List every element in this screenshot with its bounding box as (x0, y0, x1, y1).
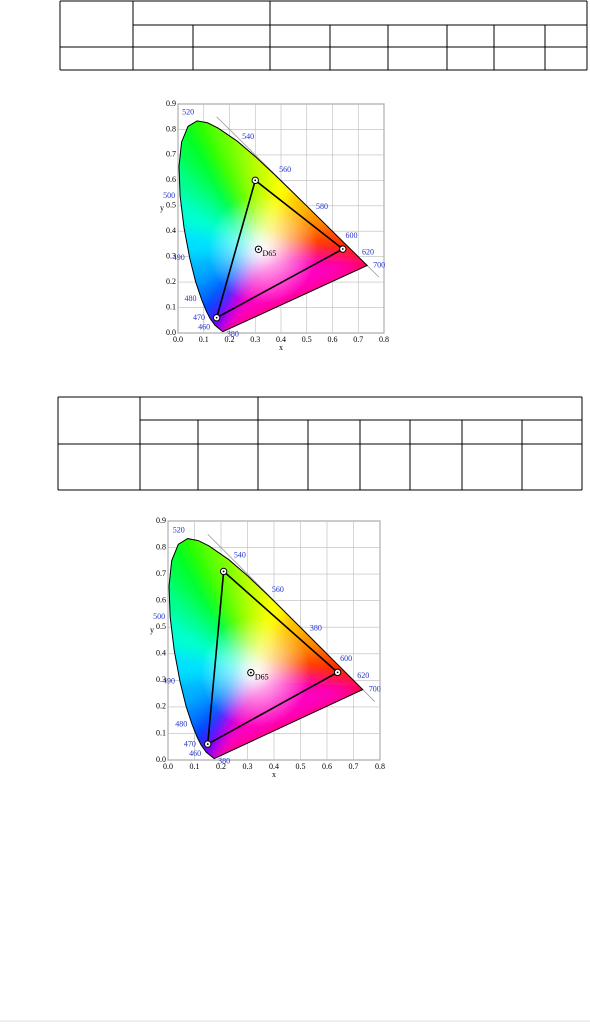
wavelength-label: 480 (175, 720, 187, 729)
chromaticity-diagram: 0.0 0.1 0.2 0.3 0.4 0.5 0.6 0.7 0.8 0.0 0.1 0.2 0.3 0… (160, 99, 389, 352)
x-tick-label: 0.6 (322, 762, 332, 771)
wavelength-label: 540 (242, 132, 254, 141)
wavelength-label: 470 (184, 739, 196, 748)
x-tick-label: 0.0 (163, 762, 173, 771)
y-tick-label: 0.4 (166, 226, 176, 235)
y-tick-label: 0.5 (166, 201, 176, 210)
y-tick-label: 0.0 (156, 755, 166, 764)
x-axis-label: x (272, 770, 276, 779)
wavelength-label: 480 (185, 294, 197, 303)
primary-dot (206, 743, 209, 745)
x-tick-label: 0.2 (225, 335, 235, 344)
y-tick-label: 0.1 (156, 728, 166, 737)
white-point-dot (249, 671, 252, 674)
x-tick-label: 0.6 (328, 335, 338, 344)
x-tick-label: 0.5 (296, 762, 306, 771)
y-tick-label: 0.9 (166, 99, 176, 108)
wavelength-label: 620 (362, 247, 374, 256)
wavelength-label: 490 (173, 253, 185, 262)
table-2 (57, 396, 583, 491)
wavelength-label: 380 (310, 624, 322, 633)
x-tick-label: 0.7 (353, 335, 363, 344)
wavelength-label: 460 (189, 749, 201, 758)
x-tick-label: 0.7 (349, 762, 359, 771)
wavelength-label: 620 (357, 671, 369, 680)
y-tick-label: 0.6 (156, 595, 166, 604)
table-1 (59, 0, 588, 71)
wavelength-label: 460 (198, 322, 210, 331)
y-tick-label: 0.5 (156, 622, 166, 631)
gamut-triangle (215, 178, 345, 320)
x-tick-label: 0.4 (269, 762, 279, 771)
x-tick-label: 0.3 (243, 762, 253, 771)
y-tick-label: 0.6 (166, 175, 176, 184)
x-axis-label: x (279, 343, 283, 352)
y-axis-label: y (160, 203, 164, 212)
primary-dot (215, 316, 218, 319)
wavelength-label: 540 (234, 551, 246, 560)
x-tick-label: 0.8 (375, 762, 385, 771)
wavelength-label: 380 (218, 757, 230, 766)
wavelength-label: 600 (340, 654, 352, 663)
gamut-triangle (206, 569, 339, 746)
y-tick-label: 0.1 (166, 302, 176, 311)
primary-dot (254, 179, 257, 182)
wavelength-label: 520 (182, 108, 194, 117)
y-tick-label: 0.7 (156, 569, 166, 578)
white-point-label: D65 (263, 249, 277, 258)
wavelength-label: 470 (193, 313, 205, 322)
wavelength-label: 490 (163, 676, 175, 685)
wavelength-label: 700 (373, 260, 385, 269)
wavelength-label: 700 (369, 684, 381, 693)
white-point-label: D65 (255, 672, 269, 681)
wavelength-label: 500 (163, 191, 175, 200)
primary-dot (336, 671, 339, 674)
y-tick-label: 0.2 (156, 702, 166, 711)
wavelength-label: 500 (153, 612, 165, 621)
wavelength-label: 580 (316, 202, 328, 211)
y-tick-label: 0.3 (156, 675, 166, 684)
x-tick-label: 0.1 (190, 762, 200, 771)
x-tick-label: 0.1 (199, 335, 209, 344)
y-tick-label: 0.8 (166, 124, 176, 133)
x-tick-label: 0.2 (216, 762, 226, 771)
spectral-locus (168, 538, 364, 760)
y-axis-label: y (150, 625, 154, 634)
primary-dot (341, 248, 344, 250)
y-tick-label: 0.3 (166, 251, 176, 260)
wavelength-label: 380 (227, 330, 239, 339)
primary-dot (222, 570, 225, 573)
wavelength-label: 600 (345, 231, 357, 240)
y-tick-label: 0.0 (166, 328, 176, 337)
x-tick-label: 0.3 (250, 335, 260, 344)
chromaticity-diagram: 0.0 0.1 0.2 0.3 0.4 0.5 0.6 0.7 0.8 0.0 0.1 0.2 0.3 0… (150, 516, 385, 779)
x-tick-label: 0.0 (173, 335, 183, 344)
wavelength-label: 520 (173, 525, 185, 534)
x-tick-label: 0.5 (302, 335, 312, 344)
x-tick-label: 0.8 (379, 335, 389, 344)
y-tick-label: 0.4 (156, 649, 166, 658)
spectral-locus (178, 120, 369, 333)
y-tick-label: 0.7 (166, 150, 176, 159)
white-point-dot (257, 248, 260, 251)
wavelength-label: 560 (279, 165, 291, 174)
y-tick-label: 0.2 (166, 277, 176, 286)
x-tick-label: 0.4 (276, 335, 286, 344)
y-tick-label: 0.8 (156, 542, 166, 551)
wavelength-label: 560 (272, 585, 284, 594)
y-tick-label: 0.9 (156, 516, 166, 525)
